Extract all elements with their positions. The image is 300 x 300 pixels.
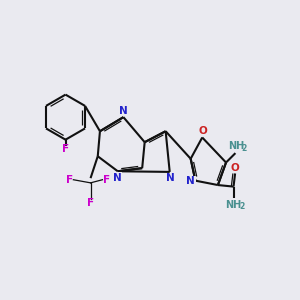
Text: O: O <box>199 126 207 136</box>
Text: F: F <box>66 175 73 185</box>
Text: NH: NH <box>228 141 244 151</box>
Text: N: N <box>166 173 175 183</box>
Text: F: F <box>103 175 110 185</box>
Text: N: N <box>119 106 128 116</box>
Text: O: O <box>230 163 239 173</box>
Text: N: N <box>113 172 122 182</box>
Text: 2: 2 <box>242 144 247 153</box>
Text: F: F <box>87 198 94 208</box>
Text: 2: 2 <box>239 202 244 211</box>
Text: F: F <box>62 144 69 154</box>
Text: NH: NH <box>225 200 242 210</box>
Text: N: N <box>186 176 195 186</box>
